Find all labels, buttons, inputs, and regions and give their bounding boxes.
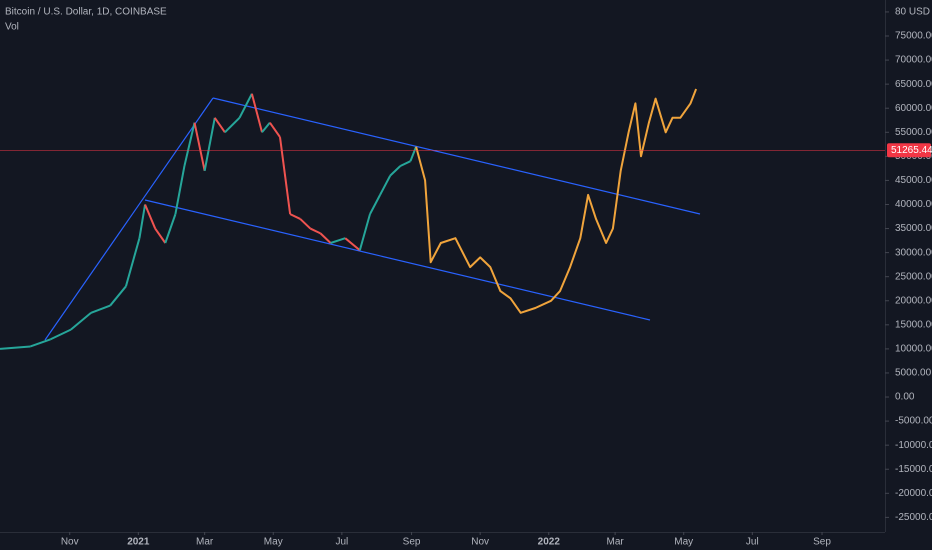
- y-tick-label: 55000.00: [895, 127, 932, 138]
- x-tick-label: Nov: [471, 537, 489, 548]
- x-tick-label: 2021: [127, 537, 150, 548]
- price-segment: [238, 93, 253, 119]
- price-segment: [358, 213, 371, 251]
- y-tick-label: 65000.00: [895, 79, 932, 90]
- y-tick-label: -10000.00: [895, 440, 932, 451]
- y-tick-label: 40000.00: [895, 199, 932, 210]
- price-segment: [369, 194, 381, 215]
- price-segment: [279, 136, 292, 215]
- price-segment: [90, 304, 111, 314]
- price-segment: [250, 93, 263, 133]
- x-tick-label: Jul: [746, 537, 759, 548]
- price-segment: [224, 117, 241, 133]
- price-segment: [109, 285, 127, 307]
- price-segment: [0, 345, 31, 350]
- chart-title: Bitcoin / U.S. Dollar, 1D, COINBASE: [5, 7, 167, 18]
- x-tick-label: Mar: [606, 537, 624, 548]
- price-segment: [289, 213, 301, 220]
- price-segment: [213, 117, 226, 133]
- y-tick-label: 35000.00: [895, 223, 932, 234]
- y-tick-label: 5000.00: [895, 368, 932, 379]
- price-segment: [261, 122, 271, 133]
- price-segment: [203, 117, 216, 171]
- price-segment: [409, 146, 418, 162]
- x-tick-label: Jul: [335, 537, 348, 548]
- price-segment: [193, 122, 206, 171]
- trend-line: [44, 97, 214, 341]
- price-segment: [309, 227, 321, 235]
- channel-upper: [212, 97, 701, 215]
- y-tick-label: 75000.00: [895, 31, 932, 42]
- price-segment: [183, 122, 196, 167]
- y-tick-label: 15000.00: [895, 319, 932, 330]
- price-segment: [319, 232, 332, 244]
- x-tick-label: Mar: [196, 537, 214, 548]
- price-segment: [174, 165, 186, 215]
- price-segment: [399, 160, 411, 167]
- price-segment: [138, 204, 147, 239]
- channel-lower: [144, 199, 651, 321]
- y-tick-label: 70000.00: [895, 55, 932, 66]
- x-tick-label: Nov: [61, 537, 79, 548]
- price-segment: [50, 328, 72, 341]
- y-tick-label: 80 USD: [895, 7, 930, 18]
- x-tick-label: Sep: [403, 537, 421, 548]
- price-segment: [144, 204, 157, 229]
- y-tick-label: -5000.00: [895, 416, 932, 427]
- y-tick-label: -15000.00: [895, 464, 932, 475]
- price-segment: [124, 237, 141, 287]
- price-segment: [389, 165, 402, 177]
- y-tick-label: 0.00: [895, 392, 915, 403]
- x-tick-label: 2022: [538, 537, 561, 548]
- price-segment: [269, 122, 281, 138]
- last-price-box: [887, 143, 931, 158]
- x-tick-label: May: [674, 537, 693, 548]
- y-tick-label: 60000.00: [895, 103, 932, 114]
- price-segment: [330, 237, 346, 244]
- y-tick-label: 45000.00: [895, 175, 932, 186]
- y-tick-label: 25000.00: [895, 271, 932, 282]
- last-price-label: 51265.44: [891, 145, 932, 156]
- price-segment: [154, 227, 167, 244]
- y-tick-label: 30000.00: [895, 247, 932, 258]
- price-segment: [344, 237, 361, 251]
- price-segment: [379, 175, 392, 196]
- price-segment: [70, 312, 92, 331]
- y-tick-label: 10000.00: [895, 344, 932, 355]
- y-tick-label: -25000.00: [895, 512, 932, 523]
- price-segment: [30, 338, 51, 348]
- x-tick-label: Sep: [813, 537, 831, 548]
- y-tick-label: 20000.00: [895, 295, 932, 306]
- y-tick-label: -20000.00: [895, 488, 932, 499]
- x-tick-label: May: [264, 537, 283, 548]
- price-segment: [164, 213, 177, 244]
- projection-line: [415, 88, 698, 314]
- price-segment: [299, 218, 312, 230]
- volume-label: Vol: [5, 22, 19, 33]
